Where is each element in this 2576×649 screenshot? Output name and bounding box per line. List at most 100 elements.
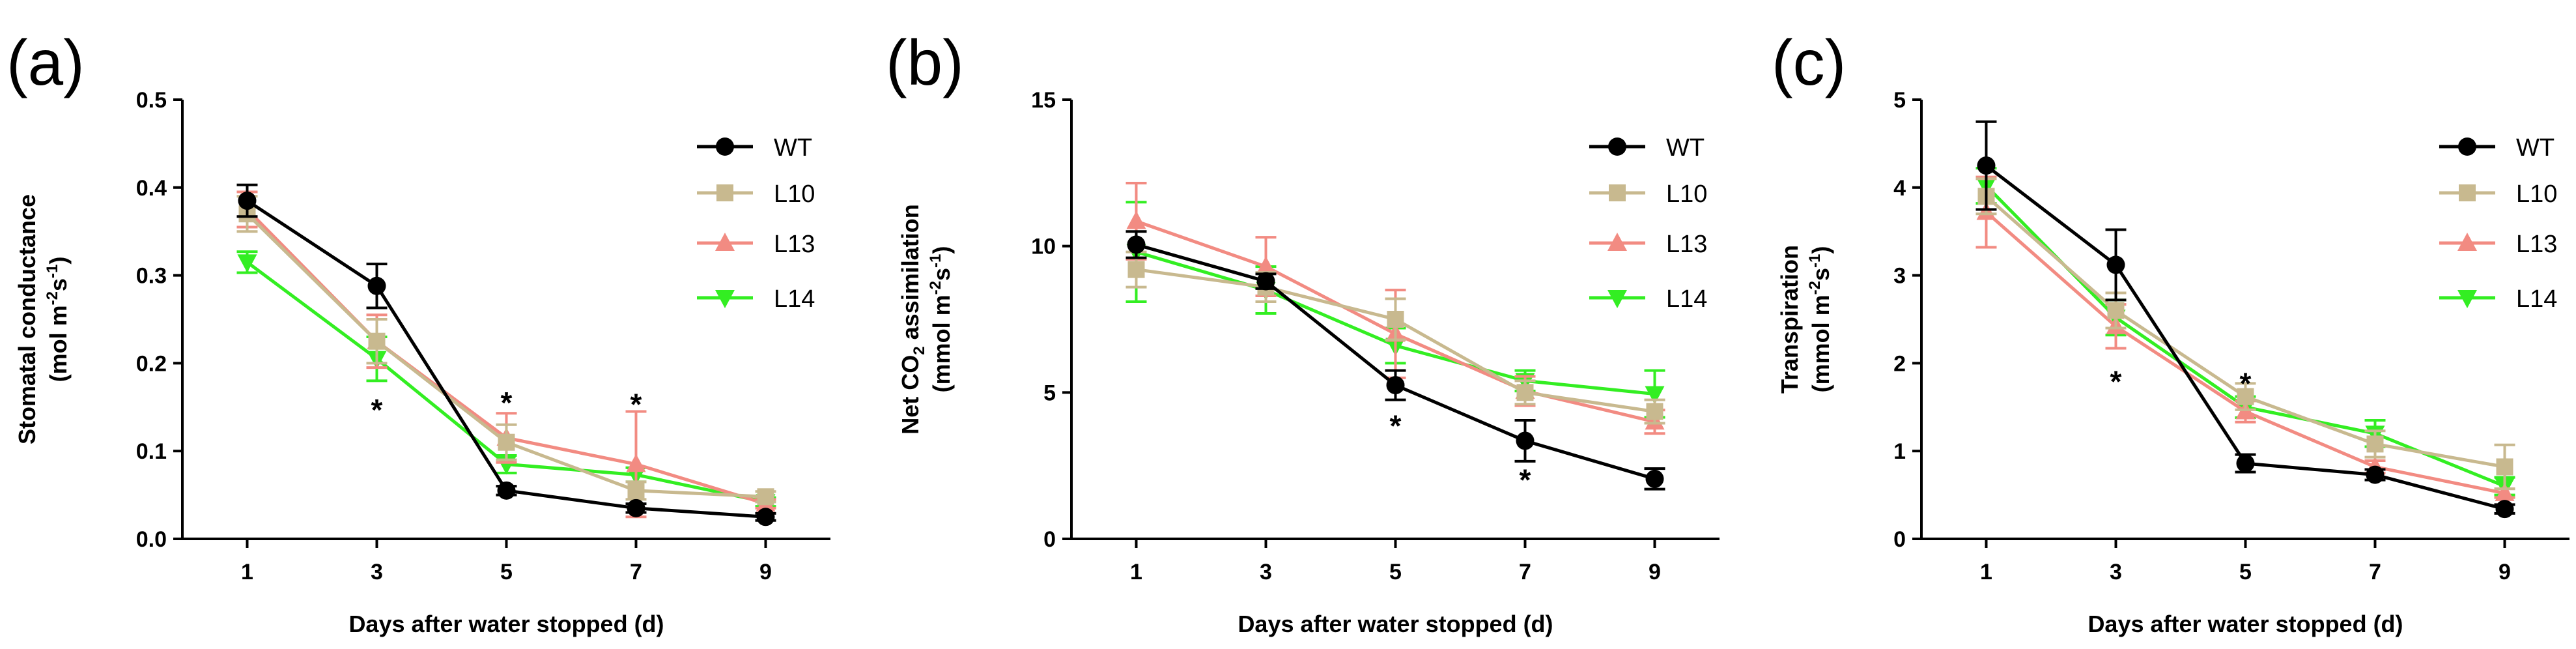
legend: WT L10 L13 L14 — [697, 134, 815, 313]
legend-item-l13: L13 — [697, 231, 815, 258]
data-point — [1127, 235, 1146, 254]
legend-label: L10 — [2516, 180, 2557, 208]
legend-marker — [1607, 290, 1627, 308]
x-tick-label: 1 — [241, 560, 253, 584]
x-tick-label: 5 — [500, 560, 513, 584]
legend-marker — [1609, 184, 1626, 201]
legend-label: WT — [1666, 134, 1705, 162]
legend-item-wt: WT — [1589, 134, 1705, 162]
legend-label: WT — [2516, 134, 2555, 162]
y-tick-label: 0.3 — [136, 264, 167, 289]
y-tick-label: 5 — [1893, 88, 1906, 113]
x-axis-title: Days after water stopped (d) — [1238, 611, 1553, 637]
data-point — [498, 433, 515, 451]
y-tick-label: 0.5 — [136, 88, 167, 113]
y-tick-label: 15 — [1031, 88, 1056, 113]
data-point — [627, 498, 645, 517]
data-point — [2236, 454, 2255, 473]
data-point — [1516, 384, 1534, 401]
legend-label: WT — [774, 134, 812, 162]
y-tick-label: 0 — [1043, 527, 1056, 552]
legend-item-l13: L13 — [2439, 231, 2557, 258]
legend-marker — [2459, 184, 2476, 201]
significance-star: * — [1390, 409, 1402, 443]
data-point — [2107, 302, 2125, 319]
data-point — [2366, 435, 2384, 453]
series-l13 — [1975, 175, 2515, 501]
legend-marker — [715, 233, 735, 251]
x-tick-label: 9 — [2498, 560, 2511, 584]
y-axis-title-line2: (mmol m-2s-1) — [927, 246, 955, 393]
data-point — [2106, 255, 2125, 274]
y-tick-label: 10 — [1031, 235, 1056, 259]
legend-item-l14: L14 — [1589, 285, 1707, 313]
x-tick-label: 5 — [1389, 560, 1402, 584]
legend-label: L10 — [1666, 180, 1707, 208]
data-point — [1256, 272, 1275, 291]
x-axis-title: Days after water stopped (d) — [348, 611, 664, 637]
legend-marker — [2458, 137, 2476, 156]
x-tick-label: 1 — [1130, 560, 1142, 584]
legend-marker — [1608, 137, 1626, 156]
x-tick-label: 3 — [1260, 560, 1272, 584]
x-tick-label: 9 — [759, 560, 772, 584]
legend-label: L14 — [2516, 285, 2557, 313]
chart-panel-2: (b) 0 5 10 15 1 3 5 7 9 Days after water stopped (… — [886, 27, 1720, 637]
y-tick-label: 0 — [1893, 527, 1906, 552]
legend-item-wt: WT — [697, 134, 812, 162]
data-point — [2496, 458, 2513, 476]
y-tick-label: 0.2 — [136, 351, 167, 376]
y-tick-label: 1 — [1893, 439, 1906, 464]
x-tick-label: 7 — [630, 560, 642, 584]
significance-star: * — [2240, 366, 2252, 400]
x-tick-label: 3 — [371, 560, 383, 584]
data-point — [2366, 465, 2385, 484]
y-tick-label: 2 — [1893, 351, 1906, 376]
series-l14 — [1975, 167, 2515, 497]
x-tick-label: 7 — [1519, 560, 1531, 584]
significance-star: * — [371, 393, 383, 427]
data-point — [1386, 376, 1405, 395]
series-wt — [1125, 230, 1665, 491]
data-point — [497, 481, 516, 500]
data-point — [1127, 261, 1145, 278]
significance-star: * — [630, 388, 642, 422]
data-point — [627, 482, 645, 499]
y-tick-label: 4 — [1893, 176, 1906, 201]
panel-letter: (c) — [1772, 27, 1846, 98]
y-axis-title-line1: Stomatal conductance — [14, 194, 40, 444]
x-axis-title: Days after water stopped (d) — [2088, 611, 2403, 637]
y-tick-label: 0.4 — [136, 176, 167, 201]
data-point — [2237, 388, 2254, 405]
y-tick-label: 0.0 — [136, 527, 167, 552]
series-wt — [1975, 120, 2515, 519]
legend-item-l10: L10 — [2439, 180, 2557, 208]
data-point — [2495, 482, 2515, 501]
data-point — [1387, 311, 1404, 328]
legend-item-l14: L14 — [697, 285, 815, 313]
legend-label: L10 — [774, 180, 815, 208]
legend-marker — [2457, 233, 2477, 251]
x-tick-label: 5 — [2239, 560, 2252, 584]
panel-letter: (a) — [7, 27, 85, 98]
series-l10 — [1975, 177, 2515, 491]
legend-item-l10: L10 — [697, 180, 815, 208]
data-point — [368, 332, 386, 350]
legend-item-wt: WT — [2439, 134, 2555, 162]
y-tick-label: 3 — [1893, 264, 1906, 289]
data-point — [2495, 500, 2514, 519]
data-point — [237, 254, 257, 273]
data-point — [1646, 403, 1663, 420]
legend-marker — [715, 290, 735, 308]
chart-panel-3: (c) 0 1 2 3 4 5 1 3 5 7 9 Days after water stopped (… — [1772, 27, 2569, 637]
legend: WT L10 L13 L14 — [2439, 134, 2557, 313]
x-tick-label: 3 — [2110, 560, 2122, 584]
legend-label: L13 — [1666, 231, 1707, 258]
y-tick-label: 0.1 — [136, 439, 167, 464]
legend-marker — [1607, 233, 1627, 251]
data-point — [1516, 431, 1535, 450]
data-point — [757, 488, 774, 506]
series-line — [1985, 184, 2506, 488]
significance-star: * — [501, 386, 513, 420]
